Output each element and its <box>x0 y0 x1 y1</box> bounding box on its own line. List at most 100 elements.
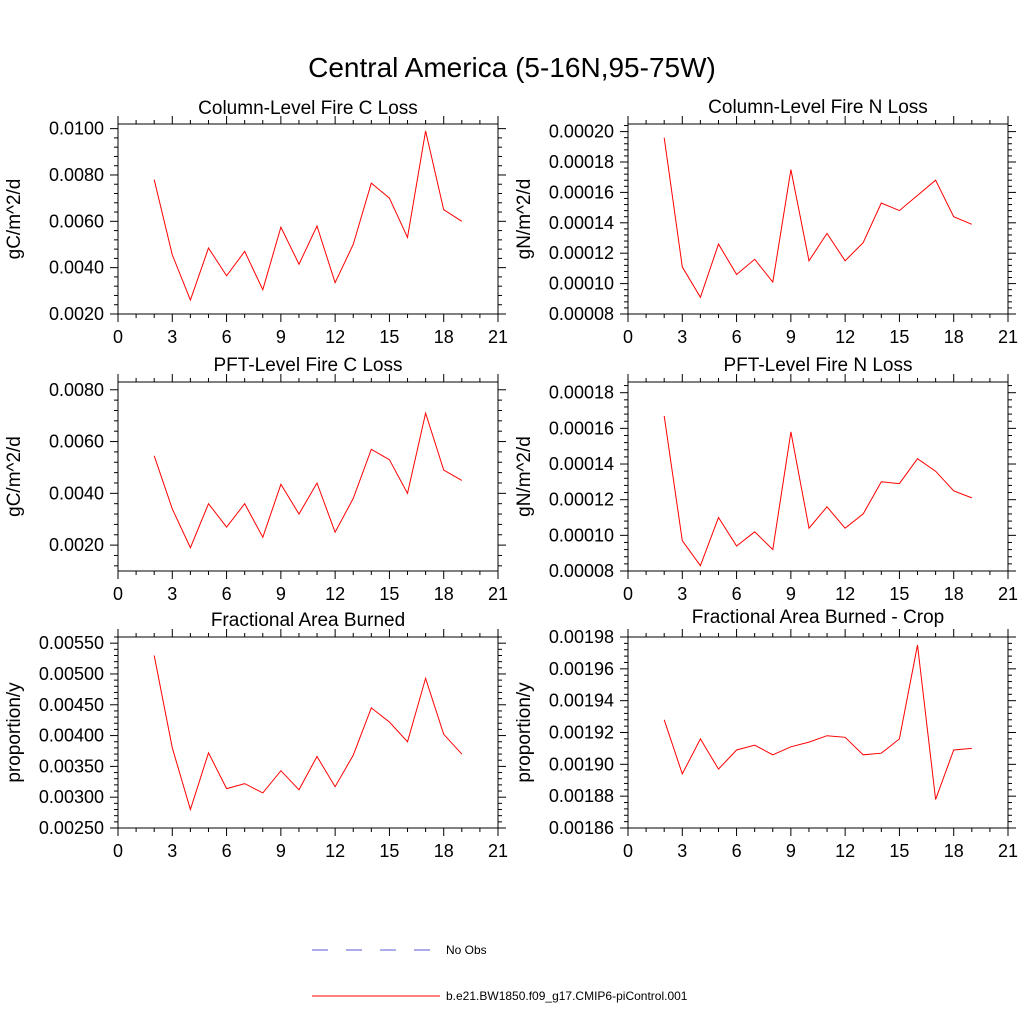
y-axis-label: proportion/y <box>4 682 25 783</box>
x-tick-label: 15 <box>379 841 399 861</box>
y-tick-label: 0.00196 <box>549 659 614 679</box>
series-line <box>153 411 463 549</box>
series-line <box>663 137 972 299</box>
plot-frame <box>627 636 1009 829</box>
legend-label: b.e21.BW1850.f09_g17.CMIP6-piControl.001 <box>446 989 688 1003</box>
y-tick-label: 0.00010 <box>549 525 614 545</box>
y-tick-label: 0.00018 <box>549 383 614 403</box>
y-tick-label: 0.0040 <box>49 483 104 503</box>
x-tick-label: 15 <box>889 841 909 861</box>
y-axis-label: gC/m^2/d <box>4 179 25 260</box>
y-tick-label: 0.0080 <box>49 380 104 400</box>
x-tick-label: 6 <box>732 584 742 604</box>
y-tick-label: 0.0020 <box>49 535 104 555</box>
chart-panel-5: Fractional Area Burned proportion/y 0 3 6 9 12… <box>4 610 508 861</box>
x-tick-label: 21 <box>488 584 508 604</box>
y-tick-label: 0.00020 <box>549 122 614 142</box>
x-tick-label: 12 <box>835 584 855 604</box>
y-tick-label: 0.00550 <box>39 633 104 653</box>
x-tick-label: 9 <box>786 584 796 604</box>
y-tick-label: 0.0060 <box>49 211 104 231</box>
plot-frame <box>117 636 499 829</box>
panel-title: PFT-Level Fire C Loss <box>214 355 403 376</box>
x-tick-label: 6 <box>222 841 232 861</box>
series-line <box>153 130 463 302</box>
x-tick-label: 18 <box>944 841 964 861</box>
y-tick-label: 0.00016 <box>549 182 614 202</box>
x-tick-label: 9 <box>786 841 796 861</box>
y-tick-label: 0.00300 <box>39 787 104 807</box>
x-tick-label: 6 <box>222 327 232 347</box>
y-tick-label: 0.00008 <box>549 304 614 324</box>
x-tick-label: 3 <box>677 327 687 347</box>
x-tick-label: 12 <box>835 327 855 347</box>
x-tick-label: 18 <box>434 584 454 604</box>
y-tick-label: 0.00190 <box>549 754 614 774</box>
x-tick-label: 3 <box>167 841 177 861</box>
y-tick-label: 0.00194 <box>549 691 614 711</box>
x-tick-label: 6 <box>222 584 232 604</box>
y-tick-label: 0.00250 <box>39 818 104 838</box>
y-tick-label: 0.00016 <box>549 418 614 438</box>
x-tick-label: 15 <box>379 327 399 347</box>
y-tick-label: 0.0100 <box>49 119 104 139</box>
x-tick-label: 12 <box>325 841 345 861</box>
x-tick-label: 0 <box>623 841 633 861</box>
x-tick-label: 9 <box>786 327 796 347</box>
chart-panel-1: Column-Level Fire C Loss gC/m^2/d 0 3 6 9 12 15… <box>4 98 508 347</box>
legend-label: No Obs <box>446 943 487 957</box>
y-tick-label: 0.00500 <box>39 664 104 684</box>
x-tick-label: 3 <box>677 841 687 861</box>
y-tick-label: 0.00400 <box>39 726 104 746</box>
y-tick-label: 0.0040 <box>49 258 104 278</box>
x-tick-label: 18 <box>434 327 454 347</box>
y-tick-label: 0.00014 <box>549 454 614 474</box>
chart-panel-4: PFT-Level Fire N Loss gN/m^2/d 0 3 6 9 12 15 18 2… <box>514 355 1018 604</box>
panel-title: Column-Level Fire C Loss <box>198 98 418 119</box>
x-tick-label: 15 <box>379 584 399 604</box>
plot-frame <box>117 381 499 572</box>
y-tick-label: 0.00008 <box>549 561 614 581</box>
x-tick-label: 21 <box>998 584 1018 604</box>
x-tick-label: 21 <box>488 841 508 861</box>
y-tick-label: 0.00350 <box>39 756 104 776</box>
y-tick-label: 0.00450 <box>39 695 104 715</box>
legend: No Obs b.e21.BW1850.f09_g17.CMIP6-piContr… <box>312 943 688 1003</box>
plot-frame <box>627 123 1009 315</box>
series-line <box>663 644 972 800</box>
chart-panel-2: Column-Level Fire N Loss gN/m^2/d 0 3 6 9 12 15… <box>514 97 1018 347</box>
panel-title: PFT-Level Fire N Loss <box>724 355 913 376</box>
x-tick-label: 9 <box>276 327 286 347</box>
y-tick-label: 0.00012 <box>549 490 614 510</box>
panel-title: Fractional Area Burned - Crop <box>692 607 944 628</box>
x-tick-label: 0 <box>113 327 123 347</box>
x-tick-label: 9 <box>276 841 286 861</box>
panel-title: Column-Level Fire N Loss <box>708 97 928 118</box>
x-tick-label: 0 <box>623 327 633 347</box>
panels: Column-Level Fire C Loss gC/m^2/d 0 3 6 9 12 15… <box>4 97 1018 861</box>
x-tick-label: 6 <box>732 841 742 861</box>
main-title: Central America (5-16N,95-75W) <box>308 52 716 83</box>
x-tick-label: 18 <box>434 841 454 861</box>
y-tick-label: 0.00192 <box>549 723 614 743</box>
x-tick-label: 18 <box>944 327 964 347</box>
x-tick-label: 12 <box>835 841 855 861</box>
y-axis-label: gN/m^2/d <box>514 436 535 517</box>
y-tick-label: 0.00188 <box>549 786 614 806</box>
x-tick-label: 15 <box>889 327 909 347</box>
x-tick-label: 21 <box>488 327 508 347</box>
x-tick-label: 6 <box>732 327 742 347</box>
x-tick-label: 12 <box>325 584 345 604</box>
y-tick-label: 0.0020 <box>49 304 104 324</box>
y-tick-label: 0.00014 <box>549 213 614 233</box>
y-axis-label: proportion/y <box>514 682 535 783</box>
y-tick-label: 0.00186 <box>549 818 614 838</box>
y-tick-label: 0.00012 <box>549 243 614 263</box>
chart-panel-6: Fractional Area Burned - Crop proportion/… <box>514 607 1018 861</box>
x-tick-label: 3 <box>167 584 177 604</box>
x-tick-label: 3 <box>167 327 177 347</box>
x-tick-label: 21 <box>998 327 1018 347</box>
y-tick-label: 0.0080 <box>49 165 104 185</box>
x-tick-label: 0 <box>113 584 123 604</box>
